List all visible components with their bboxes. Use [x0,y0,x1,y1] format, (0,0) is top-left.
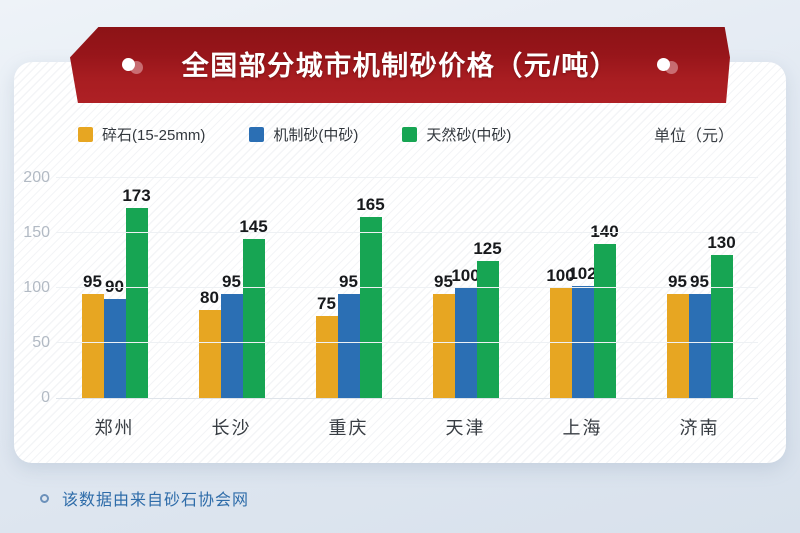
bar-value-label: 95 [83,271,102,291]
gridline-50 [56,342,758,343]
legend-item-label: 天然砂(中砂) [426,126,512,144]
bar: 95 [432,272,455,398]
source-note-text: 该数据由来自砂石协会网 [62,492,250,509]
y-axis-tick-200: 200 [23,169,50,186]
legend-item-2: 天然砂(中砂) [402,124,511,145]
bar: 165 [356,195,385,398]
bar: 140 [590,222,619,398]
bar-value-label: 140 [590,222,619,241]
bar-groups: 95 90 173 郑州 80 95 145 长沙 75 95 165 重庆 95 100 125 天津 100… [56,178,758,438]
y-axis-tick-100: 100 [23,279,50,296]
chart-card: 碎石(15-25mm) 机制砂(中砂) 天然砂(中砂) 单位（元） 95 90 173 郑州… [14,62,786,463]
bar: 90 [103,277,126,398]
bar-group-长沙: 80 95 145 长沙 [198,178,268,438]
x-axis-category-label: 上海 [562,418,603,438]
x-axis-category-label: 济南 [679,418,720,438]
bar-value-label: 75 [317,293,336,313]
gridline-200 [56,177,758,178]
bar: 95 [81,272,104,398]
x-axis-line [56,398,758,399]
bar-value-label: 95 [222,271,241,291]
bar: 95 [666,272,689,398]
legend-item-label: 碎石(15-25mm) [102,126,206,144]
bar: 95 [688,272,711,398]
bar-value-label: 145 [239,216,268,236]
gridline-150 [56,232,758,233]
bar-value-label: 95 [668,271,687,291]
legend-swatch-icon [402,126,418,142]
bar-value-label: 100 [546,266,575,285]
bar-value-label: 173 [122,185,151,205]
bar-group-郑州: 95 90 173 郑州 [81,178,151,438]
bar: 130 [707,233,736,398]
page-title: 全国部分城市机制砂价格（元/吨） [181,50,619,81]
legend-swatch-icon [78,126,93,142]
bar-value-label: 95 [690,271,709,291]
y-axis-tick-150: 150 [23,224,50,241]
bar: 100 [546,266,575,398]
banner-dot-left-icon [122,58,135,71]
bar-group-天津: 95 100 125 天津 [432,178,502,438]
legend-item-1: 机制砂(中砂) [249,124,358,145]
legend-item-0: 碎石(15-25mm) [78,124,205,145]
bar: 173 [122,186,151,398]
legend: 碎石(15-25mm) 机制砂(中砂) 天然砂(中砂) 单位（元） [78,122,734,146]
bar-group-重庆: 75 95 165 重庆 [315,178,385,438]
x-axis-category-label: 郑州 [94,418,135,438]
x-axis-category-label: 天津 [445,418,486,438]
title-banner: 全国部分城市机制砂价格（元/吨） [70,27,730,103]
bar: 80 [198,288,221,398]
gridline-100 [56,287,758,288]
legend-swatch-icon [249,126,265,142]
y-axis-tick-50: 50 [32,334,50,351]
bar: 95 [337,272,360,398]
bar: 75 [315,294,338,398]
bar-value-label: 95 [434,271,453,291]
bar-value-label: 100 [451,266,480,285]
bar: 95 [220,272,243,398]
bar-group-上海: 100 102 140 上海 [546,178,619,438]
y-axis-tick-0: 0 [41,389,50,406]
bar-value-label: 165 [356,194,385,214]
bar: 145 [239,217,268,398]
bar-value-label: 130 [707,233,736,252]
bar-group-济南: 95 95 130 济南 [666,178,736,438]
unit-label: 单位（元） [653,128,734,145]
bar-value-label: 90 [105,277,124,296]
legend-item-label: 机制砂(中砂) [273,126,359,144]
bar: 100 [451,266,480,398]
x-axis-category-label: 长沙 [211,418,252,438]
bar-value-label: 125 [473,238,502,258]
source-note: 该数据由来自砂石协会网 [40,486,249,510]
circle-bullet-icon [40,493,49,503]
bar-chart: 95 90 173 郑州 80 95 145 长沙 75 95 165 重庆 95 100 125 天津 100… [23,169,758,438]
banner-dot-right-icon [657,58,670,71]
bar-value-label: 102 [568,263,597,283]
bar: 102 [568,264,597,398]
bar: 125 [473,239,502,398]
bar-value-label: 80 [200,288,219,307]
bar-value-label: 95 [339,271,358,291]
x-axis-category-label: 重庆 [328,418,369,438]
